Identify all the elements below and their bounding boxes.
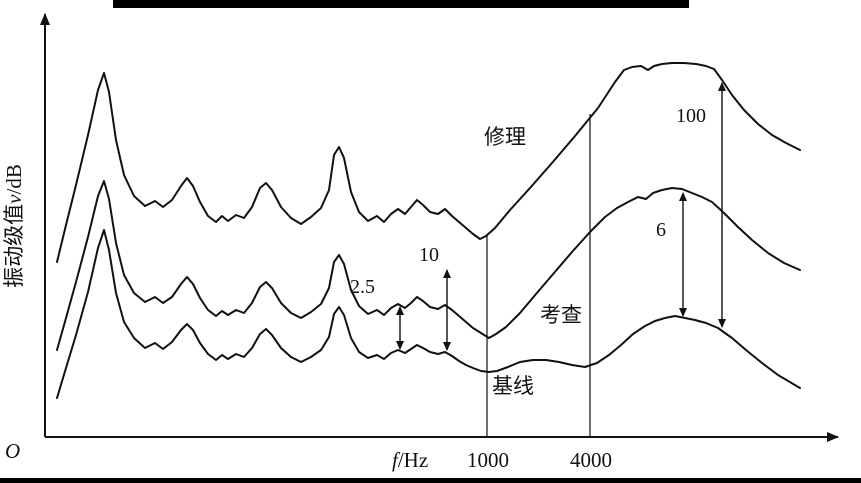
annotation-value-10: 10 xyxy=(419,244,439,266)
y-axis-label-text: 振动级值 xyxy=(2,203,26,288)
x-axis-symbol: f xyxy=(392,448,398,472)
y-axis-unit: /dB xyxy=(2,164,26,195)
cropped-bar-bottom xyxy=(0,478,861,483)
cropped-text-bar-top xyxy=(113,0,689,8)
curve-2 xyxy=(56,229,801,399)
y-axis-symbol: v xyxy=(2,194,26,204)
origin-label: O xyxy=(5,439,21,463)
series-label-baseline: 基线 xyxy=(492,374,534,398)
x-tick-1000: 1000 xyxy=(467,448,509,472)
curve-0 xyxy=(56,62,801,263)
series-label-repair: 修理 xyxy=(484,125,526,149)
curve-1 xyxy=(56,180,801,351)
x-tick-4000: 4000 xyxy=(570,448,612,472)
annotation-value-6: 6 xyxy=(656,219,666,241)
y-axis-label: 振动级值v/dB xyxy=(2,106,29,346)
annotation-value-2-5: 2.5 xyxy=(350,276,375,298)
x-axis-unit: /Hz xyxy=(397,448,429,472)
x-axis-label: f/Hz xyxy=(392,448,429,472)
series-label-check: 考查 xyxy=(540,303,582,327)
annotation-value-100: 100 xyxy=(676,105,706,127)
